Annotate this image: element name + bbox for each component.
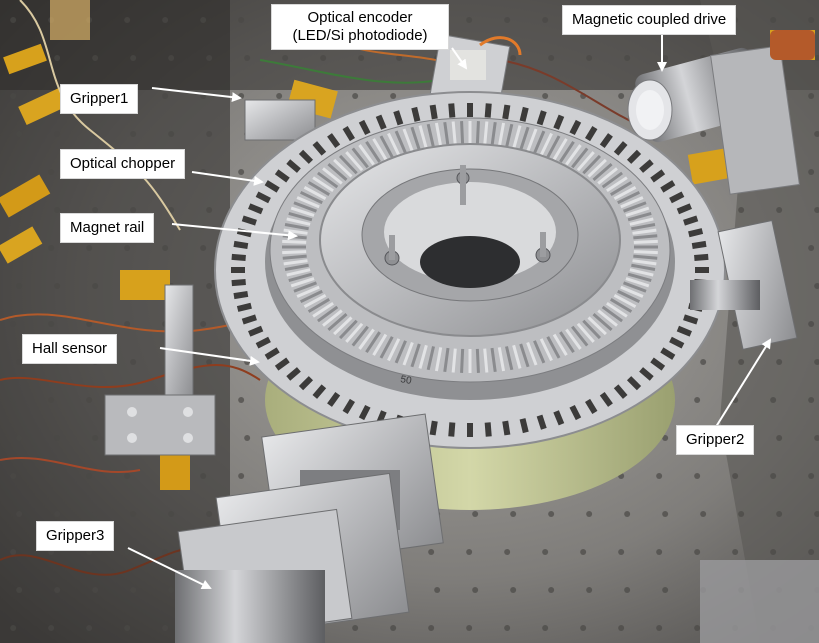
label-hall-sensor: Hall sensor xyxy=(22,334,117,364)
foil xyxy=(700,560,819,643)
label-optical-encoder-line1: Optical encoder xyxy=(280,9,440,27)
label-optical-encoder-line2: (LED/Si photodiode) xyxy=(280,27,440,45)
label-gripper3: Gripper3 xyxy=(36,521,114,551)
label-magnet-rail: Magnet rail xyxy=(60,213,154,243)
label-optical-encoder: Optical encoder (LED/Si photodiode) xyxy=(271,4,449,50)
label-optical-chopper: Optical chopper xyxy=(60,149,185,179)
magnet-rail xyxy=(270,118,670,382)
label-magnetic-coupled-drive: Magnetic coupled drive xyxy=(562,5,736,35)
label-gripper2: Gripper2 xyxy=(676,425,754,455)
label-gripper1: Gripper1 xyxy=(60,84,138,114)
